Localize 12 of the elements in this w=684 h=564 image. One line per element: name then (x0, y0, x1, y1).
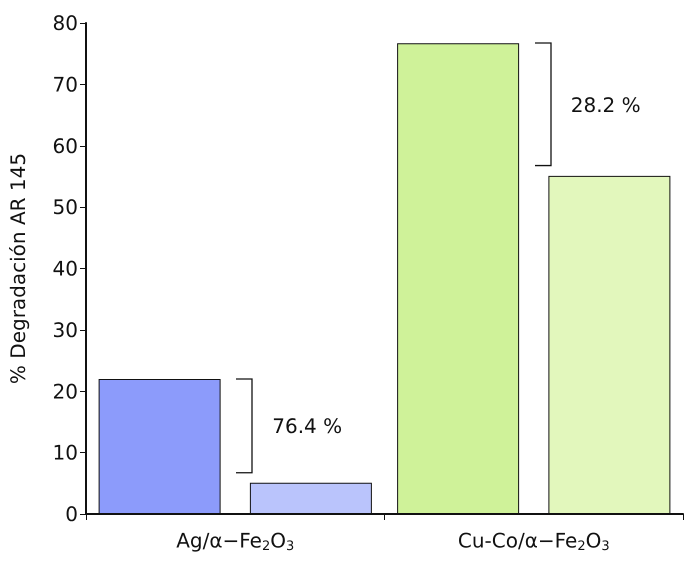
y-tick-label: 60 (52, 134, 78, 158)
y-tick-label: 10 (52, 440, 78, 465)
y-tick-label: 0 (65, 502, 78, 526)
y-tick-label: 80 (52, 11, 78, 35)
y-tick-label: 50 (52, 195, 78, 220)
y-axis-title: % Degradación AR 145 (6, 152, 30, 384)
annotation: 76.4 % (272, 414, 342, 438)
y-tick-label: 30 (52, 318, 78, 342)
annotation: 28.2 % (570, 92, 641, 117)
y-tick-label: 40 (52, 256, 78, 280)
y-tick-label: 70 (52, 72, 78, 96)
y-tick-label: 20 (52, 379, 78, 404)
